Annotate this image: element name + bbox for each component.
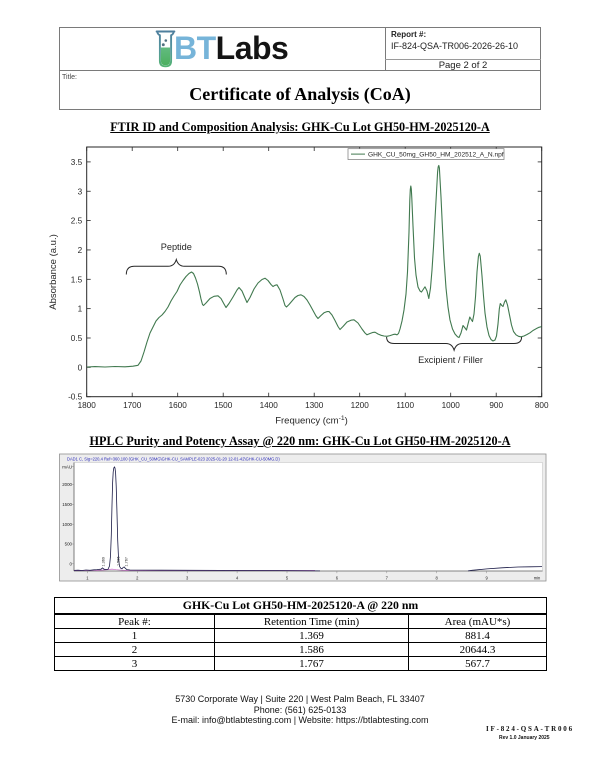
svg-text:1300: 1300 (305, 401, 324, 410)
svg-text:500: 500 (65, 542, 73, 547)
svg-text:2.5: 2.5 (71, 217, 83, 226)
svg-text:6: 6 (336, 576, 339, 581)
svg-text:1.767: 1.767 (125, 557, 129, 567)
svg-text:1.369: 1.369 (102, 557, 106, 567)
svg-text:min: min (534, 576, 541, 581)
svg-text:3: 3 (78, 187, 83, 196)
svg-text:0.5: 0.5 (71, 334, 83, 343)
svg-text:1100: 1100 (396, 401, 414, 410)
svg-text:1800: 1800 (78, 401, 97, 410)
svg-text:2: 2 (136, 576, 139, 581)
svg-text:1400: 1400 (260, 401, 279, 410)
svg-text:2: 2 (78, 246, 83, 255)
svg-text:1.5: 1.5 (71, 275, 83, 284)
svg-text:2000: 2000 (62, 482, 72, 487)
svg-text:mAU: mAU (62, 465, 72, 470)
svg-text:1500: 1500 (214, 401, 233, 410)
svg-text:1: 1 (78, 305, 83, 314)
svg-text:0: 0 (78, 363, 83, 372)
svg-text:Absorbance (a.u.): Absorbance (a.u.) (48, 234, 59, 310)
svg-text:5: 5 (286, 576, 289, 581)
svg-text:-0.5: -0.5 (68, 393, 83, 402)
svg-text:1000: 1000 (62, 522, 72, 527)
svg-text:1700: 1700 (123, 401, 142, 410)
svg-text:8: 8 (436, 576, 439, 581)
svg-text:1.586: 1.586 (116, 556, 120, 566)
svg-text:7: 7 (386, 576, 389, 581)
svg-text:Excipient / Filler: Excipient / Filler (418, 355, 483, 365)
svg-text:900: 900 (489, 401, 503, 410)
svg-text:1500: 1500 (62, 502, 72, 507)
svg-text:DAD1 C, Sig=220,4 Ref=360,100: DAD1 C, Sig=220,4 Ref=360,100 (GHK_CU_50… (67, 457, 280, 462)
svg-text:1000: 1000 (442, 401, 461, 410)
svg-text:9: 9 (485, 576, 488, 581)
svg-text:GHK_CU_50mg_GH50_HM_202512_A_N: GHK_CU_50mg_GH50_HM_202512_A_N.npf (368, 152, 504, 159)
svg-text:Peptide: Peptide (161, 242, 192, 252)
svg-text:800: 800 (535, 401, 549, 410)
svg-text:3.5: 3.5 (71, 158, 83, 167)
svg-text:Frequency (cm-1): Frequency (cm-1) (275, 415, 348, 427)
svg-text:4: 4 (236, 576, 239, 581)
svg-text:3: 3 (186, 576, 189, 581)
svg-text:0: 0 (70, 561, 73, 566)
svg-text:1200: 1200 (351, 401, 370, 410)
svg-text:1600: 1600 (169, 401, 188, 410)
svg-text:1: 1 (86, 576, 89, 581)
